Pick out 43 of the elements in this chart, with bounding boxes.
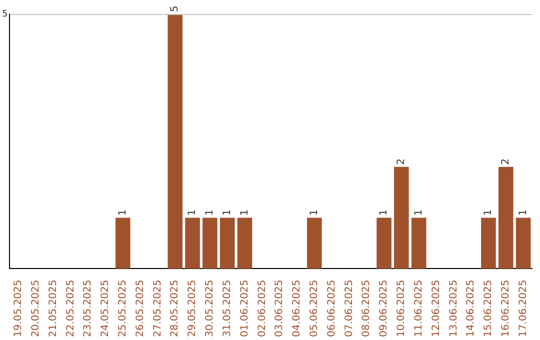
- x-tick-label: 02.06.2025: [256, 280, 268, 338]
- x-tick-label: 28.05.2025: [170, 280, 181, 338]
- data-label: 1: [222, 209, 233, 216]
- x-tick-label: 15.06.2025: [483, 280, 494, 338]
- x-tick-label: 08.06.2025: [361, 280, 372, 338]
- x-tick-label: 30.05.2025: [204, 280, 216, 338]
- data-label: 1: [413, 209, 424, 216]
- x-tick-label: 11.06.2025: [413, 280, 424, 338]
- x-tick-label: 06.06.2025: [326, 280, 338, 338]
- data-label: 2: [396, 158, 408, 165]
- x-tick-label: 24.05.2025: [100, 280, 112, 338]
- x-tick-label: 12.06.2025: [430, 280, 442, 338]
- x-tick-label: 13.06.2025: [448, 280, 460, 338]
- x-tick-label: 27.05.2025: [152, 280, 164, 338]
- x-tick-label: 01.06.2025: [239, 280, 250, 338]
- data-label: 2: [500, 158, 512, 165]
- x-tick-label: 04.06.2025: [292, 280, 303, 338]
- x-tick-label: 31.05.2025: [222, 280, 233, 338]
- data-label: 1: [204, 209, 216, 216]
- x-tick-label: 22.05.2025: [65, 280, 76, 338]
- x-tick-label: 23.05.2025: [82, 280, 94, 338]
- data-label: 1: [378, 209, 390, 216]
- x-tick-label: 03.06.2025: [274, 280, 286, 338]
- x-tick-label: 19.05.2025: [13, 280, 24, 338]
- x-tick-label: 26.05.2025: [134, 280, 146, 338]
- data-label: 5: [170, 6, 181, 12]
- x-tick-label: 29.05.2025: [187, 280, 198, 338]
- data-label: 1: [518, 209, 529, 216]
- x-tick-label: 10.06.2025: [396, 280, 408, 338]
- data-label: 1: [308, 209, 320, 216]
- x-tick-label: 21.05.2025: [48, 280, 59, 338]
- x-tick-label: 16.06.2025: [500, 280, 512, 338]
- x-tick-label: 17.06.2025: [518, 280, 529, 338]
- x-tick-label: 25.05.2025: [117, 280, 128, 338]
- x-tick-label: 20.05.2025: [30, 280, 42, 338]
- data-label: 1: [239, 209, 250, 216]
- x-tick-label: 07.06.2025: [344, 280, 355, 338]
- data-label: 1: [483, 209, 494, 216]
- x-tick-label: 09.06.2025: [378, 280, 390, 338]
- x-tick-label: 14.06.2025: [466, 280, 477, 338]
- data-label: 1: [117, 209, 128, 216]
- x-tick-label: 05.06.2025: [308, 280, 320, 338]
- data-label: 1: [187, 209, 198, 216]
